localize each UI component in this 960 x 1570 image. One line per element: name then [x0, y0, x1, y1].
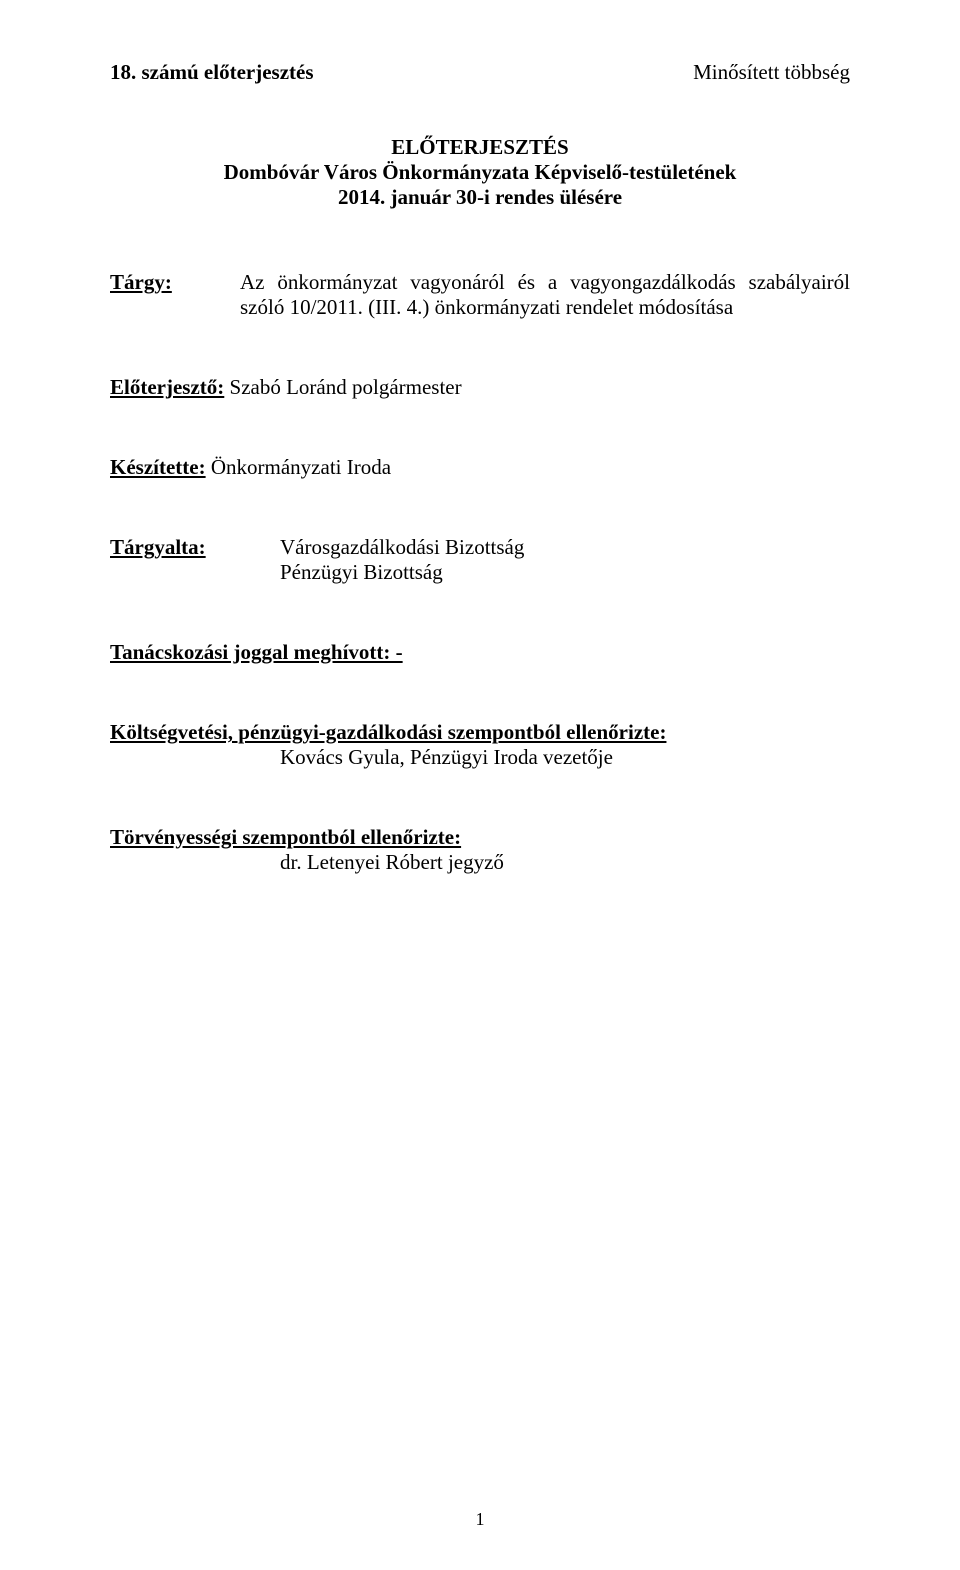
- budget-check-block: Költségvetési, pénzügyi-gazdálkodási sze…: [110, 720, 850, 770]
- budget-check-value: Kovács Gyula, Pénzügyi Iroda vezetője: [280, 745, 850, 770]
- legal-check-block: Törvényességi szempontból ellenőrizte: d…: [110, 825, 850, 875]
- discussed-line1: Városgazdálkodási Bizottság: [280, 535, 850, 560]
- subject-content: Az önkormányzat vagyonáról és a vagyonga…: [240, 270, 850, 320]
- discussed-label: Tárgyalta:: [110, 535, 280, 585]
- page-number: 1: [476, 1509, 485, 1530]
- preparer-row: Készítette: Önkormányzati Iroda: [110, 455, 850, 480]
- title-line3: 2014. január 30-i rendes ülésére: [110, 185, 850, 210]
- discussed-line2: Pénzügyi Bizottság: [280, 560, 850, 585]
- discussed-content: Városgazdálkodási Bizottság Pénzügyi Biz…: [280, 535, 850, 585]
- header-row: 18. számú előterjesztés Minősített többs…: [110, 60, 850, 85]
- legal-check-value: dr. Letenyei Róbert jegyző: [280, 850, 850, 875]
- legal-check-label: Törvényességi szempontból ellenőrizte:: [110, 825, 850, 850]
- submitter-label: Előterjesztő:: [110, 375, 224, 399]
- submitter-row: Előterjesztő: Szabó Loránd polgármester: [110, 375, 850, 400]
- document-number: 18. számú előterjesztés: [110, 60, 314, 85]
- invited-row: Tanácskozási joggal meghívott: -: [110, 640, 850, 665]
- submitter-value: Szabó Loránd polgármester: [224, 375, 461, 399]
- subject-label: Tárgy:: [110, 270, 240, 320]
- preparer-value: Önkormányzati Iroda: [206, 455, 391, 479]
- title-line2: Dombóvár Város Önkormányzata Képviselő-t…: [110, 160, 850, 185]
- title-block: ELŐTERJESZTÉS Dombóvár Város Önkormányza…: [110, 135, 850, 210]
- majority-type: Minősített többség: [693, 60, 850, 85]
- budget-check-label: Költségvetési, pénzügyi-gazdálkodási sze…: [110, 720, 850, 745]
- subject-row: Tárgy: Az önkormányzat vagyonáról és a v…: [110, 270, 850, 320]
- preparer-label: Készítette:: [110, 455, 206, 479]
- discussed-row: Tárgyalta: Városgazdálkodási Bizottság P…: [110, 535, 850, 585]
- title-main: ELŐTERJESZTÉS: [110, 135, 850, 160]
